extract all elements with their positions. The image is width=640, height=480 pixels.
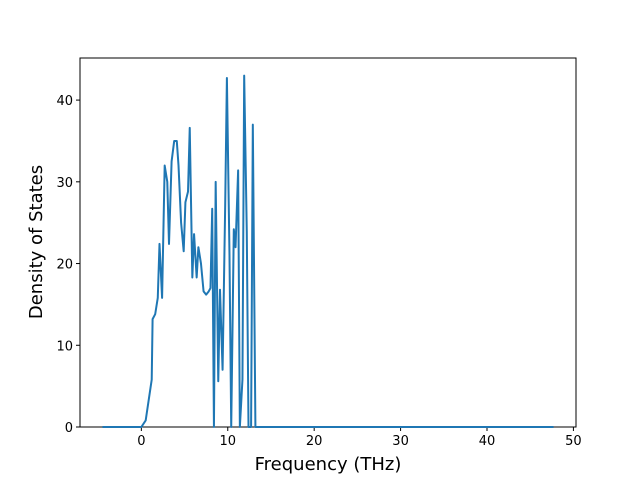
x-tick-label: 10: [219, 434, 236, 449]
x-tick-label: 50: [565, 434, 582, 449]
y-tick-label: 30: [56, 176, 73, 191]
x-tick-label: 30: [392, 434, 409, 449]
y-tick-label: 40: [56, 94, 73, 109]
dos-line: [102, 74, 554, 428]
y-tick-label: 0: [65, 421, 73, 436]
x-tick-label: 20: [306, 434, 323, 449]
x-tick-label: 0: [137, 434, 145, 449]
x-axis-label: Frequency (THz): [255, 454, 402, 475]
plot-frame: [79, 57, 577, 428]
x-tick-label: 40: [479, 434, 496, 449]
y-tick-label: 20: [56, 258, 73, 273]
y-tick-label: 10: [56, 339, 73, 354]
y-axis-label: Density of States: [26, 165, 47, 319]
